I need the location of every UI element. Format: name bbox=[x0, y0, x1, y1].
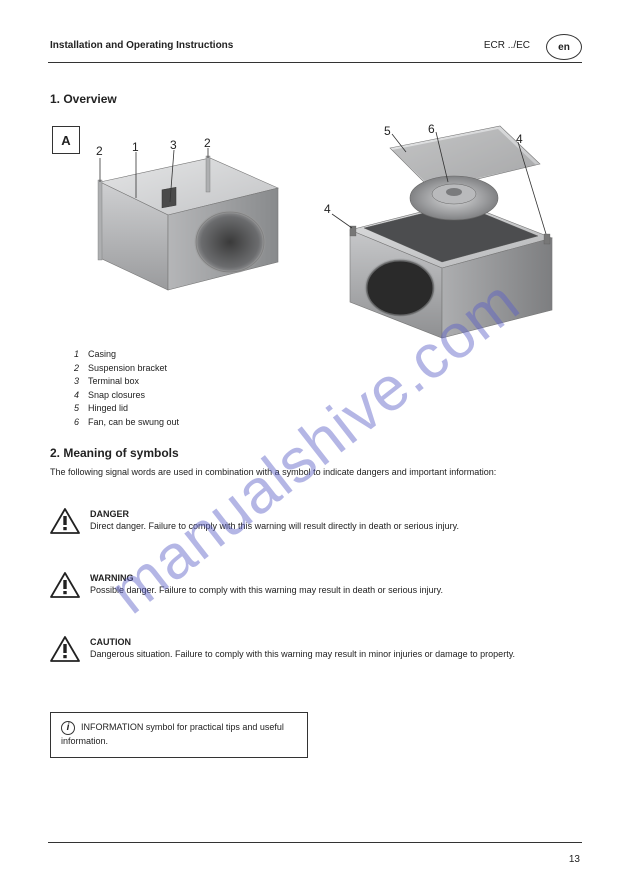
callout-2a: 2 bbox=[96, 144, 103, 158]
callout-4a: 4 bbox=[324, 202, 331, 216]
overview-heading: 1. Overview bbox=[50, 92, 117, 106]
page-number: 13 bbox=[569, 854, 580, 865]
caution-label: CAUTION bbox=[90, 637, 131, 647]
warning-triangle-icon bbox=[50, 508, 80, 534]
callout-3: 3 bbox=[170, 138, 177, 152]
figure-closed-unit bbox=[70, 140, 290, 330]
section-2-heading: 2. Meaning of symbols bbox=[50, 446, 179, 460]
header-model: ECR ../EC bbox=[484, 40, 530, 51]
callout-4b: 4 bbox=[516, 132, 523, 146]
figure-open-unit bbox=[320, 120, 570, 350]
header-rule bbox=[48, 62, 582, 63]
callout-2b: 2 bbox=[204, 136, 211, 150]
callout-6: 6 bbox=[428, 122, 435, 136]
info-icon: i bbox=[61, 721, 75, 735]
section-2-intro: The following signal words are used in c… bbox=[50, 466, 580, 478]
caution-text: Dangerous situation. Failure to comply w… bbox=[90, 649, 515, 659]
info-text: INFORMATION symbol for practical tips an… bbox=[61, 722, 284, 746]
hazard-danger: DANGER Direct danger. Failure to comply … bbox=[50, 508, 580, 532]
figure-legend: 1Casing 2Suspension bracket 3Terminal bo… bbox=[74, 348, 179, 430]
header-title: Installation and Operating Instructions bbox=[50, 40, 233, 51]
lang-badge: en bbox=[546, 34, 582, 60]
info-box: iINFORMATION symbol for practical tips a… bbox=[50, 712, 308, 758]
warning-triangle-icon bbox=[50, 572, 80, 598]
warning-text: Possible danger. Failure to comply with … bbox=[90, 585, 443, 595]
hazard-caution: CAUTION Dangerous situation. Failure to … bbox=[50, 636, 580, 660]
callout-5: 5 bbox=[384, 124, 391, 138]
danger-label: DANGER bbox=[90, 509, 129, 519]
warning-triangle-icon bbox=[50, 636, 80, 662]
callout-1: 1 bbox=[132, 140, 139, 154]
warning-label: WARNING bbox=[90, 573, 134, 583]
hazard-warning: WARNING Possible danger. Failure to comp… bbox=[50, 572, 580, 596]
danger-text: Direct danger. Failure to comply with th… bbox=[90, 521, 459, 531]
footer-rule bbox=[48, 842, 582, 843]
